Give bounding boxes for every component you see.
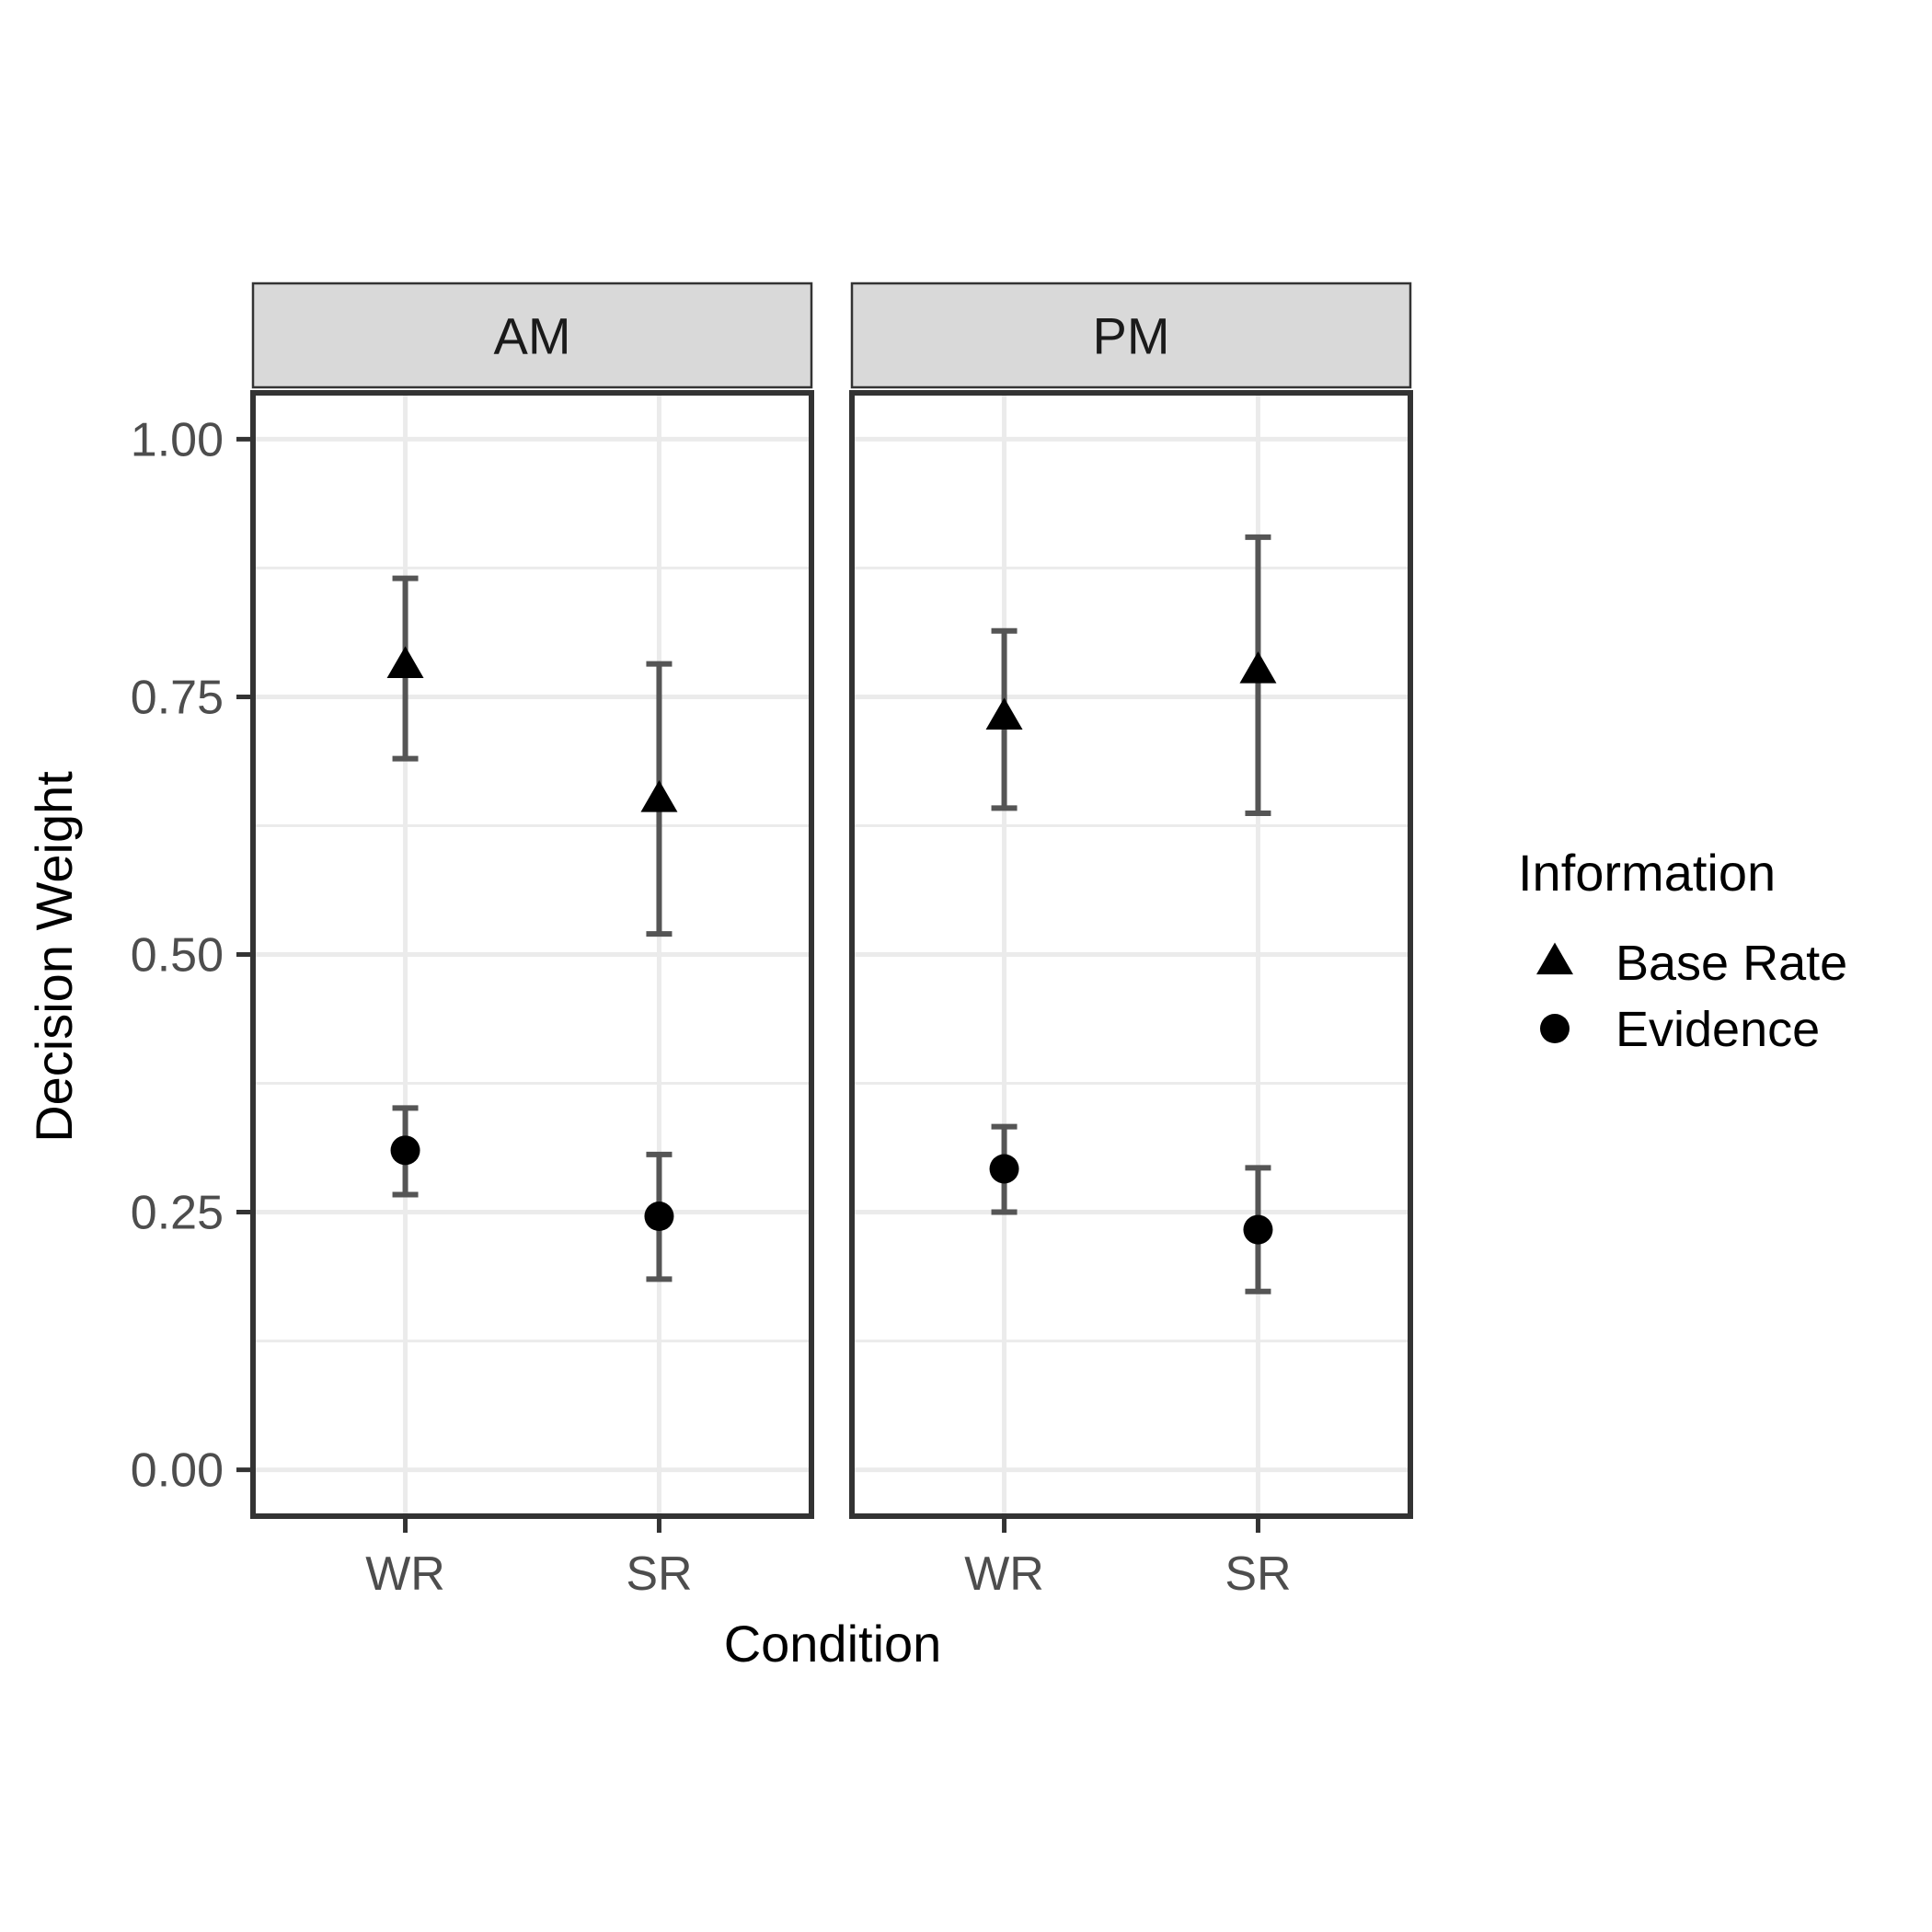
evidence-point [390, 1135, 420, 1166]
x-tick-label: SR [626, 1547, 692, 1601]
y-tick-label: 0.00 [131, 1444, 224, 1498]
x-tick-label: WR [365, 1547, 445, 1601]
legend-title: Information [1518, 844, 1776, 902]
legend: Information Base Rate Evidence [1518, 844, 1847, 1057]
x-tick-label: WR [964, 1547, 1044, 1601]
legend-key-circle [1540, 1014, 1570, 1043]
evidence-point [1243, 1214, 1273, 1245]
y-tick-label: 1.00 [131, 413, 224, 466]
y-axis-title: Decision Weight [25, 771, 83, 1143]
y-tick-label: 0.50 [131, 929, 224, 983]
evidence-point [989, 1154, 1019, 1184]
y-tick-label: 0.75 [131, 671, 224, 724]
x-axis-title: Condition [724, 1615, 942, 1673]
legend-label: Evidence [1616, 1002, 1820, 1057]
legend-key-triangle [1536, 942, 1573, 975]
evidence-point [644, 1202, 674, 1232]
base-rate-point [386, 646, 424, 679]
panel-border [849, 390, 1413, 1519]
base-rate-point [985, 697, 1023, 730]
base-rate-point [640, 779, 678, 812]
legend-label: Base Rate [1616, 936, 1847, 991]
x-tick-label: SR [1225, 1547, 1291, 1601]
facet-strip-label: PM [1093, 307, 1170, 365]
facet-strip [850, 282, 1412, 389]
base-rate-point [1239, 650, 1277, 684]
y-tick-label: 0.25 [131, 1187, 224, 1240]
facet-strip-label: AM [494, 307, 571, 365]
facet-strip [251, 282, 813, 389]
